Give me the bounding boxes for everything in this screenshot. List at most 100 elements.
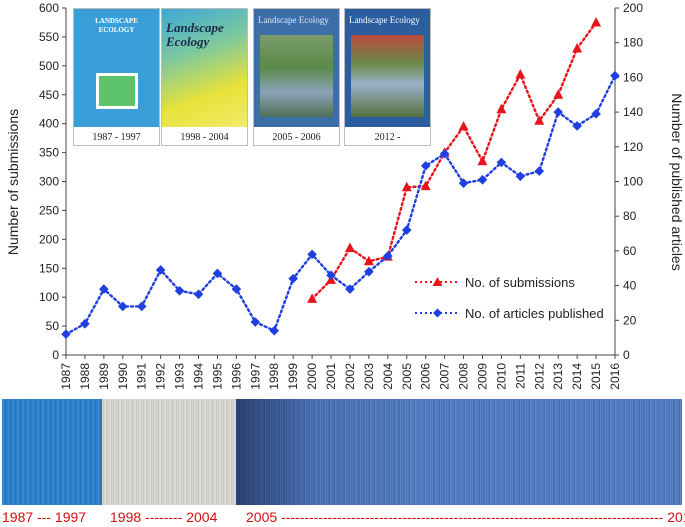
x-tick-label: 1991 (135, 363, 149, 390)
data-point-published (496, 157, 507, 168)
data-point-published (610, 70, 620, 81)
x-tick-label: 2005 (400, 363, 414, 390)
data-point-published (515, 171, 526, 182)
series-line-submissions (310, 21, 598, 301)
cover-caption: 1987 - 1997 (92, 132, 141, 143)
y-right-tick-label: 20 (623, 313, 637, 327)
data-point-submissions (477, 155, 488, 166)
data-point-published (136, 301, 147, 312)
y-axis-right-title: Number of published articles (669, 93, 685, 270)
x-tick-label: 1988 (78, 363, 92, 390)
cover-1998-2004: Landscape Ecology 1998 - 2004 (161, 8, 248, 146)
data-point-published (364, 266, 374, 277)
data-point-published (326, 270, 336, 280)
period-label-2005-2016: 2005 -----------------------------------… (246, 509, 685, 525)
cover-2005-2006: Landscape Ecology 2005 - 2006 (253, 8, 340, 146)
axes: 0 50 100 150 200 250 300 350 400 450 500 550 600 0 20 4… (39, 1, 643, 390)
data-point-published (345, 284, 355, 294)
y-right-tick-label: 200 (623, 1, 643, 15)
x-tick-label: 1997 (248, 363, 262, 390)
y-axis-left-title: Number of submissions (5, 109, 21, 255)
y-left-tick-label: 100 (39, 290, 59, 304)
period-label-1998-2004: 1998 -------- 2004 (110, 509, 218, 525)
y-left-tick-label: 450 (39, 88, 59, 102)
data-point-published (307, 249, 317, 260)
data-point-published (439, 148, 450, 159)
data-point-submissions (515, 69, 526, 79)
cover-photos (260, 35, 333, 117)
data-point-published (534, 166, 545, 176)
data-point-published (269, 325, 280, 336)
data-point-published (193, 289, 204, 300)
cover-caption: 2012 - (374, 132, 401, 143)
y-left-tick-label: 550 (39, 30, 59, 44)
cover-title: Landscape Ecology (166, 20, 224, 49)
data-point-submissions (553, 89, 564, 99)
data-point-published (80, 318, 90, 329)
y-right-tick-label: 0 (623, 348, 630, 362)
shelf-segment-1987-1997 (2, 399, 102, 505)
y-left-tick-label: 300 (39, 175, 59, 189)
x-tick-label: 1998 (267, 363, 281, 390)
legend: No. of submissions No. of articles publi… (415, 275, 604, 321)
data-point-published (250, 317, 261, 327)
data-point-submissions (458, 121, 469, 131)
cover-caption: 1998 - 2004 (180, 132, 229, 143)
x-tick-label: 1994 (192, 363, 206, 390)
data-point-submissions (307, 293, 318, 303)
data-point-submissions (572, 42, 583, 53)
y-left-tick-label: 500 (39, 59, 59, 73)
data-point-submissions (534, 115, 545, 125)
x-tick-label: 1996 (229, 363, 243, 390)
y-left-tick-label: 0 (52, 348, 59, 362)
x-tick-label: 2000 (305, 363, 319, 390)
x-tick-label: 1989 (97, 363, 111, 390)
cover-art: Landscape Ecology (254, 9, 339, 127)
cover-title: Landscape Ecology (258, 15, 329, 25)
data-point-published (383, 251, 393, 261)
x-tick-label: 2006 (419, 363, 433, 390)
y-right-tick-label: 140 (623, 105, 643, 119)
data-point-submissions (344, 242, 355, 253)
data-point-submissions (591, 16, 602, 27)
x-tick-label: 2013 (551, 363, 565, 390)
x-tick-label: 1990 (116, 363, 130, 390)
cover-1987-1997: LANDSCAPE ECOLOGY 1987 - 1997 (73, 8, 160, 146)
data-point-published (288, 273, 298, 284)
x-tick-label: 2004 (381, 363, 395, 390)
y-left-tick-label: 400 (39, 117, 59, 131)
legend-label-published: No. of articles published (465, 306, 604, 321)
legend-label-submissions: No. of submissions (465, 275, 575, 290)
data-point-published (401, 225, 412, 235)
data-point-published (61, 329, 71, 339)
cover-title: LANDSCAPE ECOLOGY (95, 17, 138, 34)
cover-image (96, 73, 138, 109)
cover-art: LANDSCAPE ECOLOGY (74, 9, 159, 127)
legend-marker-published (433, 308, 442, 318)
period-label-1987-1997: 1987 --- 1997 (2, 509, 87, 525)
y-left-tick-label: 600 (39, 1, 59, 15)
y-right-tick-label: 120 (623, 140, 643, 154)
data-point-submissions (363, 255, 374, 266)
data-point-submissions (420, 180, 431, 191)
y-right-tick-label: 100 (623, 175, 643, 189)
bookshelf-photo (2, 399, 682, 505)
y-left-tick-label: 150 (39, 261, 59, 275)
shelf-segment-2005-2016 (236, 399, 682, 505)
x-tick-label: 2011 (513, 363, 527, 389)
series (61, 16, 620, 339)
data-point-published (477, 174, 488, 185)
y-right-tick-label: 180 (623, 36, 643, 50)
x-tick-label: 2012 (532, 363, 546, 390)
y-left-tick-label: 50 (46, 319, 60, 333)
cover-photos (351, 35, 424, 117)
data-point-published (212, 268, 223, 279)
cover-art: Landscape Ecology (345, 9, 430, 127)
data-point-published (117, 301, 128, 312)
x-tick-label: 1987 (59, 363, 73, 390)
y-left-tick-label: 350 (39, 146, 59, 160)
shelf-segment-1998-2004 (102, 399, 236, 505)
x-tick-label: 2001 (324, 363, 338, 390)
x-tick-label: 2002 (343, 363, 357, 390)
data-point-published (458, 178, 469, 189)
